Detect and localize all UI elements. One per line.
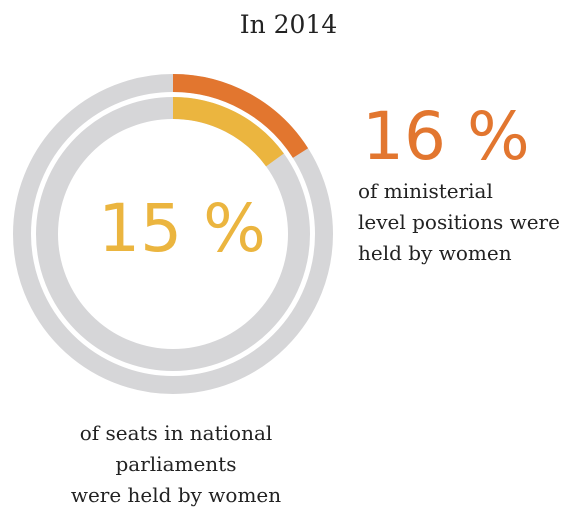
outer-ring-value-arc [172, 74, 309, 159]
inner-ring-value-arc [172, 97, 284, 167]
parliament-percentage: 15 % [98, 190, 266, 267]
chart-title: In 2014 [239, 10, 338, 39]
ministerial-description-line: of ministerial [358, 179, 493, 203]
parliament-description: of seats in national parliaments were he… [0, 418, 352, 511]
ministerial-description-line: held by women [358, 241, 512, 265]
parliament-description-line: were held by women [70, 483, 282, 507]
ministerial-description: of ministerial level positions were held… [358, 176, 577, 269]
ministerial-percentage: 16 % [362, 98, 530, 175]
parliament-description-line: of seats in national [79, 421, 273, 445]
parliament-description-line: parliaments [115, 452, 237, 476]
ministerial-description-line: level positions were [358, 210, 560, 234]
